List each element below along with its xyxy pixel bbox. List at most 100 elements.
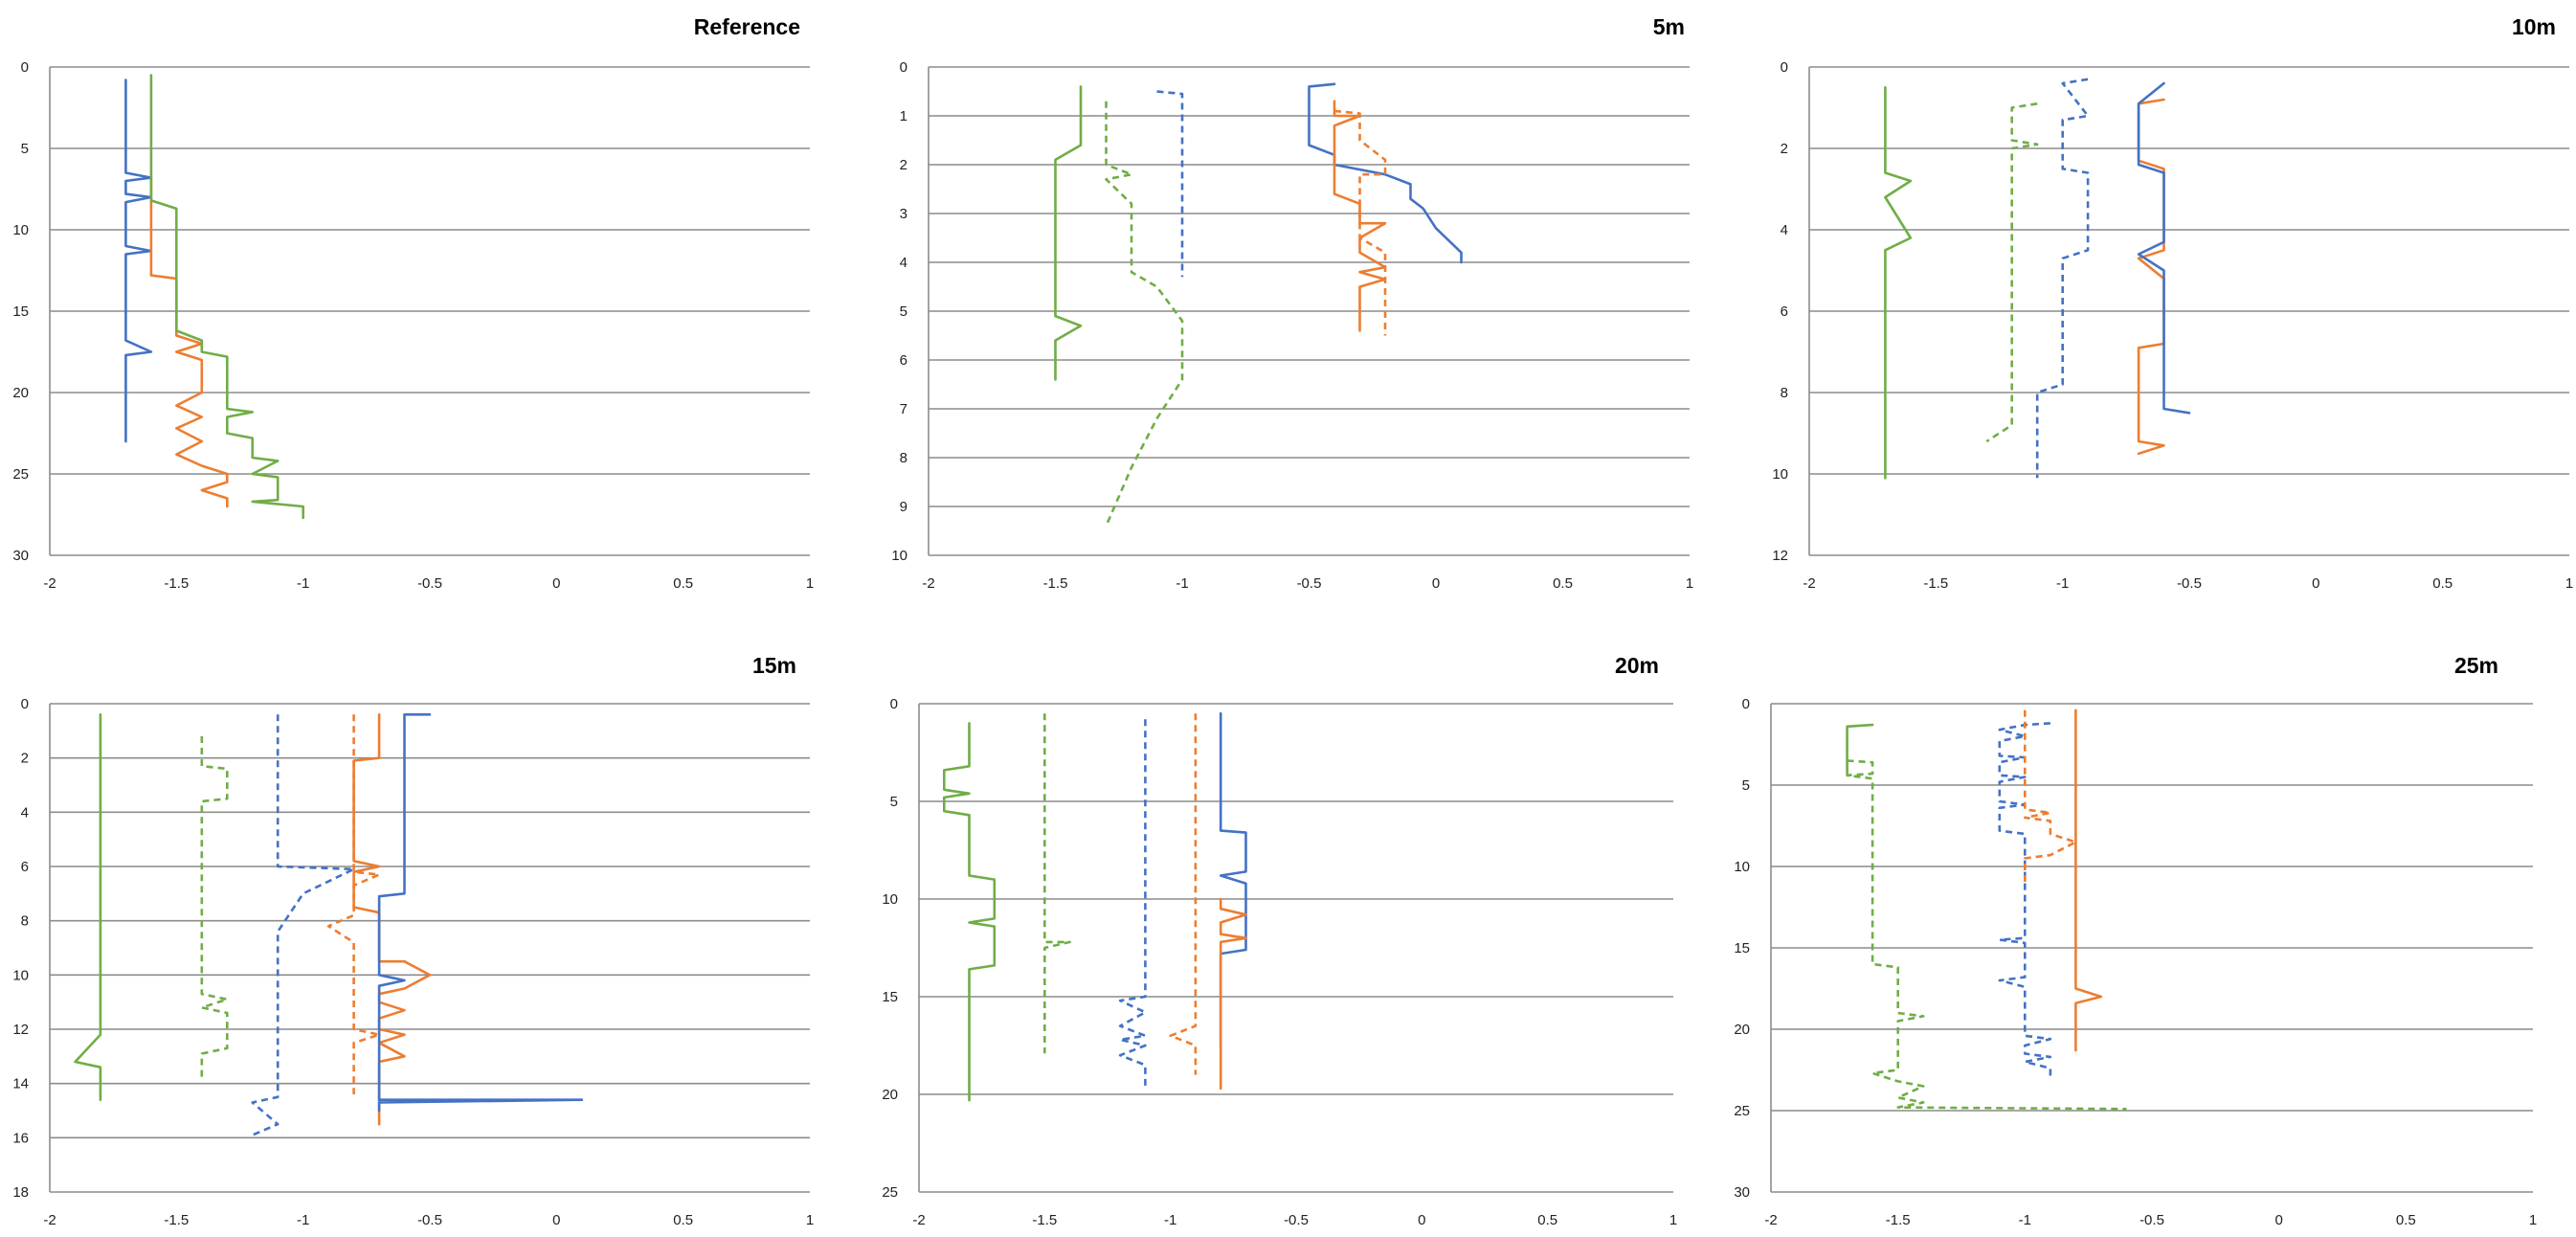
- chart-title: 10m: [2512, 14, 2556, 39]
- series-line-blue-dashed: [1118, 719, 1147, 1087]
- series-line-orange-dashed: [1333, 109, 1387, 336]
- series-line-green: [1846, 723, 1874, 776]
- series-line-blue: [124, 79, 153, 443]
- y-tick-label: 25: [882, 1184, 898, 1201]
- x-tick-label: -1.5: [164, 1212, 189, 1228]
- y-tick-label: 0: [1742, 696, 1750, 712]
- x-tick-label: -1: [1176, 575, 1188, 592]
- chart-title: 15m: [752, 653, 796, 678]
- y-tick-label: 7: [900, 401, 907, 417]
- series-line-green-dashed: [1105, 101, 1184, 527]
- y-tick-label: 12: [12, 1022, 29, 1038]
- y-tick-label: 5: [1742, 777, 1750, 794]
- y-tick-label: 12: [1772, 548, 1788, 564]
- x-tick-label: 0: [552, 1212, 560, 1228]
- series-line-orange: [149, 176, 229, 508]
- series-line-blue-dashed: [251, 714, 355, 1136]
- y-tick-label: 15: [12, 304, 29, 320]
- series-line-green: [943, 722, 997, 1102]
- y-tick-label: 0: [21, 59, 29, 76]
- series-line-orange: [2074, 708, 2103, 1052]
- series-line-green: [1884, 86, 1913, 480]
- x-tick-label: -1.5: [1032, 1212, 1057, 1228]
- y-tick-label: 2: [1781, 141, 1788, 157]
- y-tick-label: 20: [12, 385, 29, 401]
- series-line-orange: [2137, 98, 2165, 456]
- x-tick-label: 0.5: [673, 1212, 693, 1228]
- y-tick-label: 10: [1772, 466, 1788, 483]
- y-tick-label: 25: [1734, 1103, 1750, 1119]
- x-tick-label: -1.5: [1043, 575, 1068, 592]
- x-tick-label: -1: [2056, 575, 2069, 592]
- y-tick-label: 3: [900, 206, 907, 222]
- x-tick-label: 0.5: [1537, 1212, 1557, 1228]
- series-line-orange-dashed: [326, 714, 381, 1094]
- chart-panel: 0 5 10 15 20 25 30 -2 -1.5 -1 -0.5 0 0.5 1 25m: [1734, 653, 2537, 1228]
- x-tick-label: -0.5: [2177, 575, 2202, 592]
- y-tick-label: 5: [21, 141, 29, 157]
- x-tick-label: -1.5: [164, 575, 189, 592]
- x-tick-label: 0: [1418, 1212, 1425, 1228]
- y-tick-label: 2: [21, 751, 29, 767]
- y-tick-label: 8: [21, 913, 29, 930]
- y-tick-label: 10: [1734, 859, 1750, 875]
- chart-panel: 0 1 2 3 4 5 6 7 8 9 10 -2 -1.5 -1 -0.5 0 0.5 1 5m: [891, 14, 1693, 592]
- y-tick-label: 15: [1734, 940, 1750, 956]
- x-tick-label: 1: [2565, 575, 2573, 592]
- y-tick-label: 18: [12, 1184, 29, 1201]
- x-tick-label: -1.5: [1886, 1212, 1911, 1228]
- x-tick-label: -0.5: [2139, 1212, 2164, 1228]
- series-line-orange-dashed: [2024, 709, 2077, 883]
- x-tick-label: 0.5: [1553, 575, 1573, 592]
- chart-title: 25m: [2454, 653, 2498, 678]
- chart-panel: 0 5 10 15 20 25 -2 -1.5 -1 -0.5 0 0.5 1 20m: [882, 653, 1677, 1228]
- y-tick-label: 16: [12, 1130, 29, 1146]
- chart-panel: 0 2 4 6 8 10 12 14 16 18 -2 -1.5 -1 -0.5 0 0.5 1 15m: [12, 653, 814, 1228]
- y-tick-label: 25: [12, 466, 29, 483]
- x-tick-label: -1: [297, 1212, 309, 1228]
- series-line-orange-dashed: [1169, 713, 1198, 1075]
- x-tick-label: -0.5: [1284, 1212, 1309, 1228]
- x-tick-label: 0: [2312, 575, 2319, 592]
- x-tick-label: -1: [1164, 1212, 1176, 1228]
- series-line-blue: [1308, 82, 1463, 264]
- x-tick-label: 0.5: [673, 575, 693, 592]
- series-line-green-dashed: [200, 736, 229, 1078]
- series-line-orange: [352, 713, 432, 1126]
- y-tick-label: 20: [1734, 1022, 1750, 1038]
- series-line-green-dashed: [1985, 102, 2039, 443]
- x-tick-label: -1.5: [1923, 575, 1948, 592]
- x-tick-label: 1: [1686, 575, 1693, 592]
- series-line-blue: [377, 713, 584, 1113]
- y-tick-label: 10: [12, 967, 29, 983]
- x-tick-label: 1: [1669, 1212, 1677, 1228]
- y-tick-label: 8: [1781, 385, 1788, 401]
- y-tick-label: 10: [882, 891, 898, 908]
- series-line-green: [74, 713, 102, 1101]
- x-tick-label: 0.5: [2432, 575, 2453, 592]
- y-tick-label: 8: [900, 450, 907, 466]
- y-tick-label: 30: [1734, 1184, 1750, 1201]
- x-tick-label: 0.5: [2396, 1212, 2416, 1228]
- y-tick-label: 0: [890, 696, 898, 712]
- x-tick-label: 0: [2274, 1212, 2282, 1228]
- y-tick-label: 10: [891, 548, 907, 564]
- chart-title: Reference: [694, 14, 800, 39]
- y-tick-label: 6: [21, 859, 29, 875]
- y-tick-label: 2: [900, 157, 907, 173]
- y-tick-label: 4: [900, 255, 907, 271]
- y-tick-label: 4: [21, 804, 29, 821]
- series-line-blue-dashed: [2035, 78, 2090, 479]
- y-tick-label: 0: [21, 696, 29, 712]
- x-tick-label: -0.5: [417, 1212, 442, 1228]
- x-tick-label: -2: [912, 1212, 925, 1228]
- x-tick-label: -2: [43, 575, 56, 592]
- x-tick-label: 1: [806, 575, 814, 592]
- x-tick-label: -1: [297, 575, 309, 592]
- y-tick-label: 14: [12, 1076, 29, 1092]
- series-line-blue: [2137, 81, 2191, 415]
- x-tick-label: -2: [43, 1212, 56, 1228]
- x-tick-label: 1: [2529, 1212, 2537, 1228]
- series-line-orange: [1219, 897, 1247, 1091]
